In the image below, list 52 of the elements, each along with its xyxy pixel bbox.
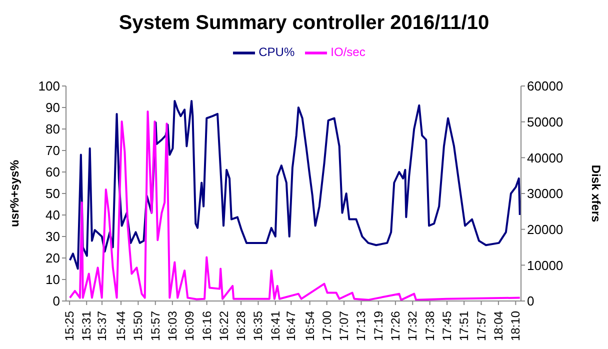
x-tick-label: 15:44 [114, 310, 128, 342]
x-tick-label: 17:51 [457, 310, 472, 342]
y-tick-label: 50 [46, 186, 60, 202]
x-tick-label: 17:00 [320, 310, 334, 342]
y2-axis-title: Disk xfers [588, 164, 603, 223]
x-tick-label: 16:09 [182, 310, 197, 342]
x-tick-label: 17:38 [422, 310, 437, 342]
legend-label: IO/sec [330, 45, 366, 60]
y2-tick-label: 60000 [527, 78, 564, 94]
x-tick-label: 16:28 [234, 310, 248, 342]
y2-tick-label: 20000 [527, 222, 564, 237]
y-tick-label: 0 [52, 294, 60, 309]
y-tick-label: 20 [46, 250, 60, 266]
y-tick-label: 70 [46, 143, 60, 158]
x-tick-label: 17:32 [406, 310, 420, 342]
x-tick-label: 15:25 [62, 310, 77, 342]
x-tick-label: 15:37 [95, 310, 110, 342]
y2-tick-label: 0 [527, 294, 534, 309]
x-tick-label: 16:16 [200, 310, 214, 342]
y-axis-title: usr%+sys% [7, 160, 22, 228]
x-tick-label: 15:50 [131, 310, 146, 342]
x-tick-label: 16:47 [284, 310, 298, 342]
y2-tick-label: 10000 [527, 258, 564, 273]
x-tick-label: 17:57 [474, 310, 488, 342]
x-tick-label: 17:26 [388, 310, 402, 342]
y2-tick-label: 40000 [527, 150, 564, 166]
x-tick-label: 17:07 [337, 310, 352, 342]
y-tick-label: 100 [38, 78, 60, 94]
x-tick-label: 18:04 [491, 310, 506, 342]
x-tick-label: 17:13 [354, 310, 368, 342]
legend-label: CPU% [258, 45, 295, 60]
y-tick-label: 60 [46, 164, 60, 180]
x-tick-label: 16:03 [165, 310, 180, 342]
y-tick-label: 10 [46, 272, 60, 288]
x-tick-label: 16:22 [216, 310, 231, 342]
x-tick-label: 16:54 [302, 310, 317, 342]
x-tick-label: 15:57 [148, 310, 162, 342]
x-tick-label: 17:19 [371, 310, 386, 342]
y-tick-label: 30 [46, 229, 60, 244]
line-series [68, 110, 521, 301]
x-tick-label: 16:41 [268, 310, 282, 342]
x-tick-label: 17:45 [440, 310, 454, 342]
y-tick-label: 40 [46, 208, 60, 223]
y-tick-label: 80 [46, 122, 60, 137]
line-series [68, 100, 521, 270]
x-tick-label: 16:35 [251, 310, 266, 342]
x-tick-label: 18:10 [508, 310, 523, 342]
chart-title: System Summary controller 2016/11/10 [118, 12, 490, 35]
y2-tick-label: 50000 [527, 114, 564, 130]
y2-tick-label: 30000 [527, 186, 564, 202]
x-tick-label: 15:31 [80, 310, 94, 342]
y-tick-label: 90 [46, 100, 60, 116]
